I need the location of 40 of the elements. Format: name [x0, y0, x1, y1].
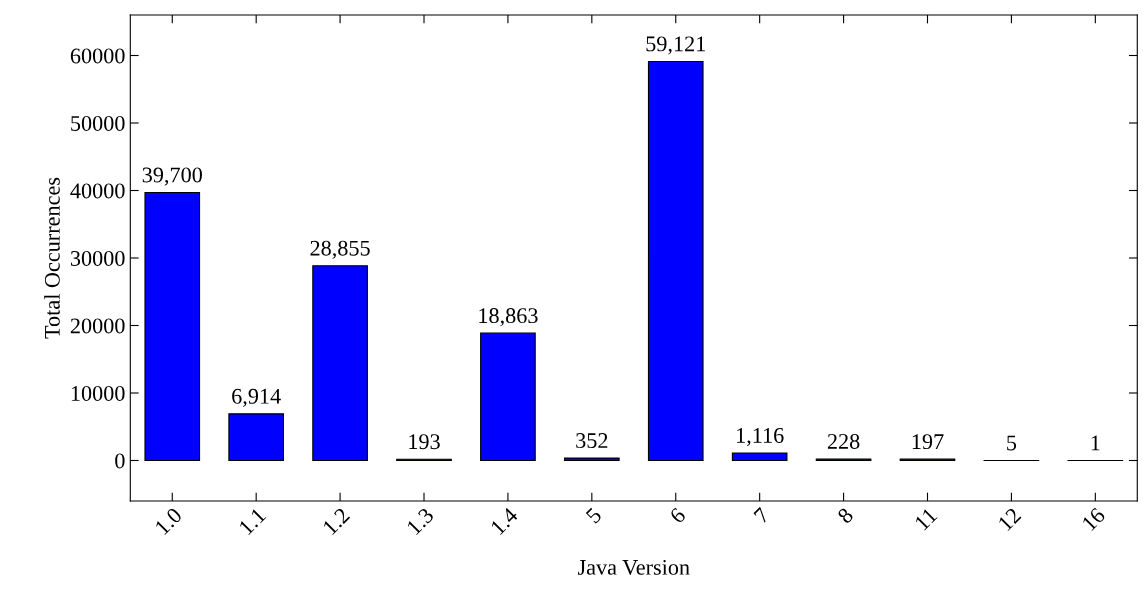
x-axis-title: Java Version [577, 559, 690, 575]
y-tick-label: 20000 [70, 318, 125, 334]
data-label: 197 [912, 434, 944, 450]
data-label: 18,863 [479, 308, 538, 327]
data-label: 193 [409, 434, 440, 450]
y-tick-label: 0 [115, 453, 125, 469]
bar [480, 332, 536, 462]
y-tick-label: 10000 [71, 385, 125, 401]
bar [144, 191, 201, 462]
y-tick-label: 30000 [70, 250, 125, 266]
x-tick-label: 1.1 [238, 507, 267, 536]
data-label: 352 [576, 433, 608, 449]
x-tick-label: 12 [997, 507, 1022, 532]
data-label: 228 [827, 433, 860, 449]
x-tick-label: 5 [585, 507, 603, 524]
y-tick-label: 60000 [70, 48, 125, 64]
x-tick-label: 7 [753, 506, 771, 524]
x-tick-label: 8 [836, 506, 855, 525]
bar [228, 413, 285, 462]
data-label: 59,121 [646, 36, 705, 55]
x-tick-label: 1.2 [322, 507, 351, 536]
x-tick-label: 1.3 [406, 506, 435, 536]
x-tick-label: 16 [1081, 506, 1106, 532]
data-label: 5 [1007, 435, 1017, 451]
x-tick-label: 1.0 [154, 506, 183, 536]
x-tick-label: 11 [914, 507, 938, 531]
bar [564, 457, 620, 462]
bar [731, 452, 788, 462]
x-tick-label: 6 [669, 506, 687, 525]
data-label: 1,116 [737, 427, 784, 447]
data-label: 6,914 [232, 388, 281, 407]
data-label: 1 [1091, 435, 1100, 451]
y-tick-label: 50000 [71, 115, 125, 131]
y-axis-title: Total Occurrences [44, 177, 60, 339]
y-tick-label: 40000 [70, 183, 125, 199]
bar [647, 60, 704, 462]
data-label: 39,700 [142, 167, 202, 186]
bar [312, 265, 368, 462]
x-tick-label: 1.4 [490, 506, 519, 536]
data-label: 28,855 [310, 240, 370, 259]
